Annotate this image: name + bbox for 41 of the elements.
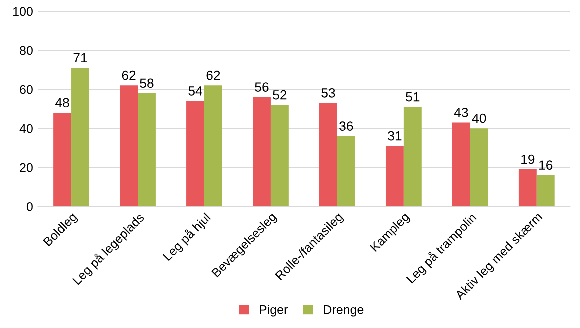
data-label: 52 [273, 90, 287, 100]
data-label: 40 [472, 114, 486, 124]
data-label: 51 [406, 92, 420, 102]
bar [270, 105, 289, 207]
data-label: 43 [454, 108, 468, 118]
data-label: 53 [322, 88, 336, 98]
bar [386, 146, 404, 207]
bar [404, 107, 422, 207]
bar [337, 136, 356, 207]
y-tick-label: 0 [26, 202, 33, 212]
y-tick-label: 80 [20, 46, 33, 56]
legend-label: Piger [260, 305, 288, 317]
bar [186, 101, 204, 207]
bar [120, 86, 138, 207]
y-tick-label: 100 [14, 7, 33, 16]
data-label: 16 [540, 160, 553, 170]
bar [253, 97, 271, 207]
data-label: 54 [188, 86, 202, 96]
data-label: 71 [74, 53, 88, 63]
bar [536, 175, 555, 207]
bar [320, 103, 338, 207]
legend-label: Drenge [324, 306, 364, 317]
x-tick-label: Leg på hjul [162, 212, 213, 263]
data-label: 48 [56, 98, 70, 108]
bar [54, 112, 72, 207]
bar [518, 170, 537, 207]
bar [138, 93, 156, 207]
data-label: 56 [255, 82, 269, 92]
data-label: 62 [206, 70, 220, 80]
bar [72, 68, 90, 207]
bar [470, 128, 488, 207]
y-tick-label: 40 [20, 124, 33, 134]
data-label: 36 [340, 122, 354, 131]
data-label: 58 [140, 78, 154, 88]
data-label: 62 [122, 70, 136, 80]
data-label: 31 [388, 131, 402, 141]
bar [204, 86, 222, 207]
bar [452, 122, 470, 207]
y-tick-label: 60 [20, 85, 33, 94]
data-label: 19 [522, 154, 535, 164]
y-tick-label: 20 [20, 163, 33, 172]
